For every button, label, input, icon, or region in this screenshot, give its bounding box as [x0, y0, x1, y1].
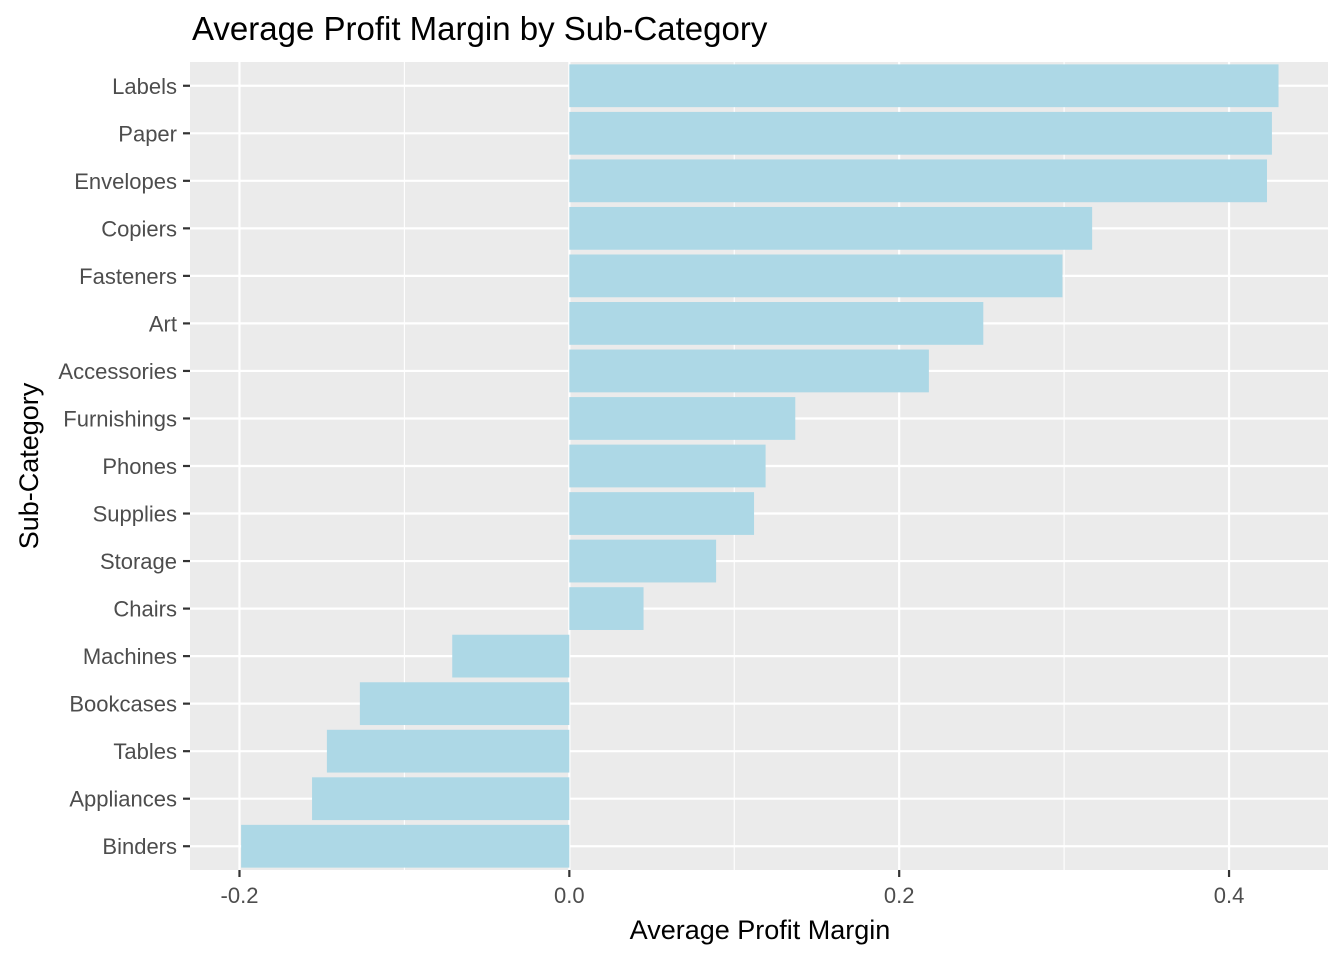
y-tick-label: Furnishings [63, 406, 177, 431]
y-tick-label: Tables [113, 739, 177, 764]
y-tick-label: Appliances [69, 787, 177, 812]
bar-art [569, 302, 984, 345]
chart-title: Average Profit Margin by Sub-Category [192, 10, 768, 47]
y-tick-label: Envelopes [74, 169, 177, 194]
y-tick-label: Chairs [113, 597, 177, 622]
y-tick-label: Fasteners [79, 264, 177, 289]
bar-labels [569, 64, 1279, 108]
x-tick-label: -0.2 [221, 883, 259, 908]
y-axis-title: Sub-Category [14, 382, 44, 549]
bar-chairs [569, 587, 644, 630]
bar-copiers [569, 206, 1093, 250]
bar-bookcases [359, 682, 570, 726]
bar-storage [569, 539, 717, 583]
y-tick-label: Phones [102, 454, 177, 479]
y-tick-label: Bookcases [69, 692, 177, 717]
bar-paper [569, 111, 1272, 155]
bar-machines [452, 634, 570, 678]
bar-appliances [312, 777, 570, 821]
bar-binders [241, 824, 570, 868]
y-tick-label: Labels [112, 74, 177, 99]
y-tick-label: Paper [118, 121, 177, 146]
y-tick-label: Binders [102, 834, 177, 859]
y-tick-label: Storage [100, 549, 177, 574]
x-axis-title: Average Profit Margin [630, 915, 891, 945]
y-tick-label: Supplies [93, 502, 177, 527]
y-tick-label: Accessories [58, 359, 177, 384]
y-tick-label: Machines [83, 644, 177, 669]
bar-fasteners [569, 254, 1063, 298]
y-tick-label: Copiers [101, 216, 177, 241]
bar-furnishings [569, 397, 796, 440]
x-axis: -0.2 0.0 0.2 0.4 [221, 870, 1245, 908]
bar-supplies [569, 492, 755, 535]
bar-envelopes [569, 159, 1267, 203]
bars [241, 64, 1279, 868]
bar-tables [326, 729, 570, 773]
y-axis: Labels Paper Envelopes Copiers Fasteners Art A… [58, 74, 190, 859]
x-tick-label: 0.2 [884, 883, 915, 908]
y-tick-label: Art [149, 311, 177, 336]
x-tick-label: 0.4 [1214, 883, 1245, 908]
bar-accessories [569, 349, 929, 393]
bar-phones [569, 444, 766, 488]
x-tick-label: 0.0 [554, 883, 585, 908]
